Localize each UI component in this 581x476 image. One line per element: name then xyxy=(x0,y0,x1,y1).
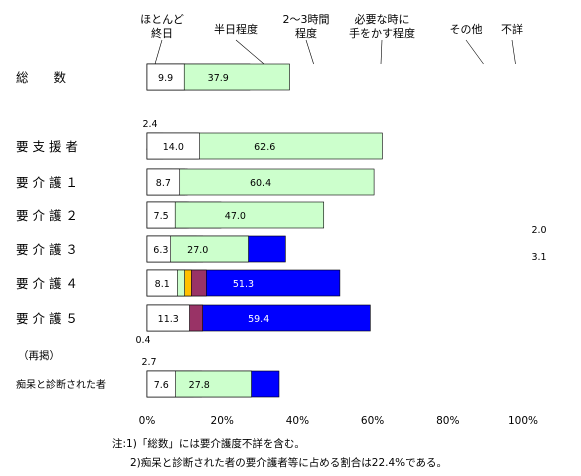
category-label-1: 総 数 xyxy=(16,70,67,85)
data-label-6-1: 51.3 xyxy=(233,279,254,290)
data-label-2-6: 14.0 xyxy=(163,142,184,153)
legend-leader-4 xyxy=(380,39,383,65)
bar-row-3: 要 介 護 １10.03.710.760.46.68.7 xyxy=(16,168,375,196)
bar-segment-2-6 xyxy=(146,132,200,160)
data-label-6-6: 8.1 xyxy=(155,279,170,290)
data-label-2-4: 62.6 xyxy=(254,142,275,153)
x-tick-label-3: 40% xyxy=(286,415,309,427)
legend-entry-2: 半日程度 xyxy=(214,22,258,36)
legend-entry-1: ほとんど終日 xyxy=(140,13,184,40)
data-label-8-4: 27.8 xyxy=(189,380,210,391)
data-label-7-6: 11.3 xyxy=(158,314,179,325)
legend-leader-1 xyxy=(154,39,163,65)
legend-entry-4: 必要な時に手をかす程度 xyxy=(349,13,415,40)
data-label-2-1: 2.4 xyxy=(142,119,157,130)
x-tick-label-1: 0% xyxy=(139,415,156,427)
x-tick-label-6: 100% xyxy=(508,415,538,427)
note-2: 2)痴呆と診断された者の要介護者等に占める割合は22.4%である。 xyxy=(130,457,448,469)
data-label-8-6: 7.6 xyxy=(154,380,169,391)
category-label-5: 要 介 護 ３ xyxy=(16,242,78,257)
legend-leader-5 xyxy=(465,39,484,65)
bar-segment-1-6 xyxy=(146,63,185,91)
data-label-7-1: 59.4 xyxy=(248,314,269,325)
bar-row-1: 総 数27.410.010.137.94.69.9 xyxy=(16,63,290,91)
category-label-4: 要 介 護 ２ xyxy=(16,208,78,223)
category-label-6: 要 介 護 ４ xyxy=(16,276,78,291)
legend-entry-5: その他 xyxy=(450,23,483,36)
data-label-4-6: 7.5 xyxy=(154,211,169,222)
bar-row-7: 要 介 護 ５59.414.88.75.50.411.3 xyxy=(16,304,371,346)
bar-segment-5-6 xyxy=(146,235,171,263)
data-label-6-5: 3.1 xyxy=(531,252,546,263)
bar-row-2: 要 支 援 者2.44.23.362.613.614.0 xyxy=(16,119,383,160)
x-tick-label-4: 60% xyxy=(361,415,384,427)
legend-leader-6 xyxy=(511,39,516,65)
category-label-3: 要 介 護 １ xyxy=(16,175,78,190)
data-label-3-6: 8.7 xyxy=(156,178,171,189)
x-tick-label-2: 20% xyxy=(211,415,234,427)
note-1: 注:1)「総数」には要介護度不詳を含む。 xyxy=(112,438,305,450)
x-tick-label-5: 80% xyxy=(436,415,459,427)
legend-leader-2 xyxy=(235,39,265,65)
data-label-5-5: 2.0 xyxy=(531,225,546,236)
legend-entry-6: 不詳 xyxy=(501,22,523,36)
category-group-label: （再掲） xyxy=(18,350,60,362)
category-label-7: 要 介 護 ５ xyxy=(16,311,78,326)
data-label-4-4: 47.0 xyxy=(225,211,246,222)
legend-leader-3 xyxy=(305,39,314,65)
bar-segment-6-6 xyxy=(146,269,178,297)
bar-segment-7-6 xyxy=(146,304,190,332)
chart-rows: 総 数27.410.010.137.94.69.9要 支 援 者2.44.23.… xyxy=(16,63,547,398)
data-label-5-6: 6.3 xyxy=(153,245,168,256)
bar-segment-3-6 xyxy=(146,168,181,196)
bar-segment-4-4 xyxy=(146,201,325,229)
bar-row-8: （再掲）痴呆と診断された者35.114.512.327.82.77.6 xyxy=(16,350,280,398)
bar-row-6: 要 介 護 ４51.315.811.810.03.18.1 xyxy=(16,252,547,297)
category-label-8: 痴呆と診断された者 xyxy=(16,378,106,391)
data-label-1-6: 9.9 xyxy=(158,73,173,84)
x-axis: 0% 20% 40% 60% 80% 100% xyxy=(139,415,538,427)
data-label-7-5: 0.4 xyxy=(135,335,150,346)
bar-segment-3-4 xyxy=(146,168,375,196)
bar-segment-8-6 xyxy=(146,370,176,398)
data-label-8-5: 2.7 xyxy=(141,357,156,368)
data-label-1-4: 37.9 xyxy=(208,73,229,84)
legend-entry-3: 2～3時間程度 xyxy=(283,13,330,40)
bar-segment-4-6 xyxy=(146,201,176,229)
category-label-2: 要 支 援 者 xyxy=(16,139,78,154)
bar-row-5: 要 介 護 ３36.814.813.127.02.06.3 xyxy=(16,225,547,263)
bar-row-4: 要 介 護 ２19.710.511.047.04.27.5 xyxy=(16,201,325,229)
data-label-3-4: 60.4 xyxy=(250,178,271,189)
data-label-5-4: 27.0 xyxy=(187,245,208,256)
